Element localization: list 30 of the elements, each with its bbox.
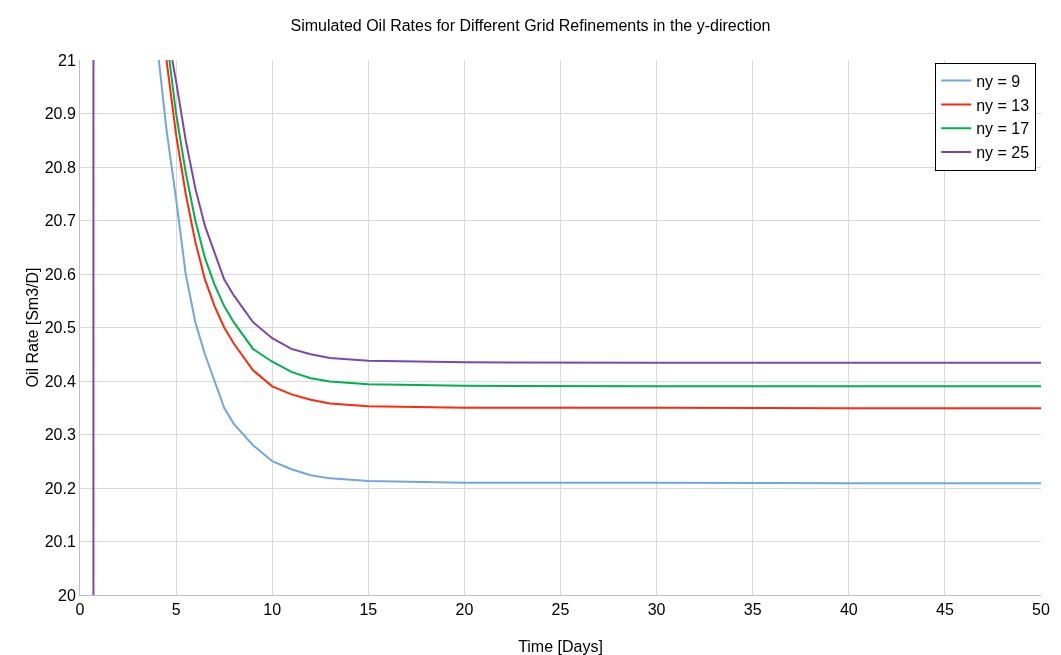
x-tick-label: 5 <box>171 601 181 619</box>
x-tick-label: 40 <box>839 601 858 619</box>
x-tick-label: 45 <box>936 601 954 619</box>
x-tick-label: 15 <box>359 601 378 619</box>
x-tick-label: 0 <box>75 601 85 619</box>
y-tick-label: 20.7 <box>44 212 76 230</box>
x-tick-label: 35 <box>743 601 762 619</box>
x-tick-label: 50 <box>1032 601 1050 619</box>
legend-label: ny = 9 <box>976 72 1021 90</box>
x-tick-label: 25 <box>551 601 570 619</box>
y-tick-label: 20.3 <box>44 426 76 444</box>
y-tick-label: 20.5 <box>44 319 76 337</box>
legend-label: ny = 25 <box>976 144 1030 162</box>
y-tick-label: 20.8 <box>44 158 76 176</box>
x-tick-label: 20 <box>455 601 474 619</box>
y-tick-label: 20.6 <box>44 265 76 283</box>
y-tick-label: 21 <box>58 51 76 69</box>
y-tick-label: 20.4 <box>44 372 76 390</box>
y-tick-label: 20.9 <box>44 105 76 123</box>
y-tick-label: 20.2 <box>44 479 76 497</box>
legend-label: ny = 13 <box>976 96 1030 114</box>
y-tick-label: 20 <box>58 586 76 604</box>
legend-label: ny = 17 <box>976 120 1030 138</box>
y-axis-title: Oil Rate [Sm3/D] <box>24 267 41 388</box>
y-tick-label: 20.1 <box>44 533 76 551</box>
x-tick-label: 10 <box>263 601 282 619</box>
x-tick-label: 30 <box>647 601 666 619</box>
chart-title: Simulated Oil Rates for Different Grid Refinements in the y-direction <box>290 16 771 34</box>
x-axis-title: Time [Days] <box>518 638 603 655</box>
line-series <box>157 60 1041 485</box>
